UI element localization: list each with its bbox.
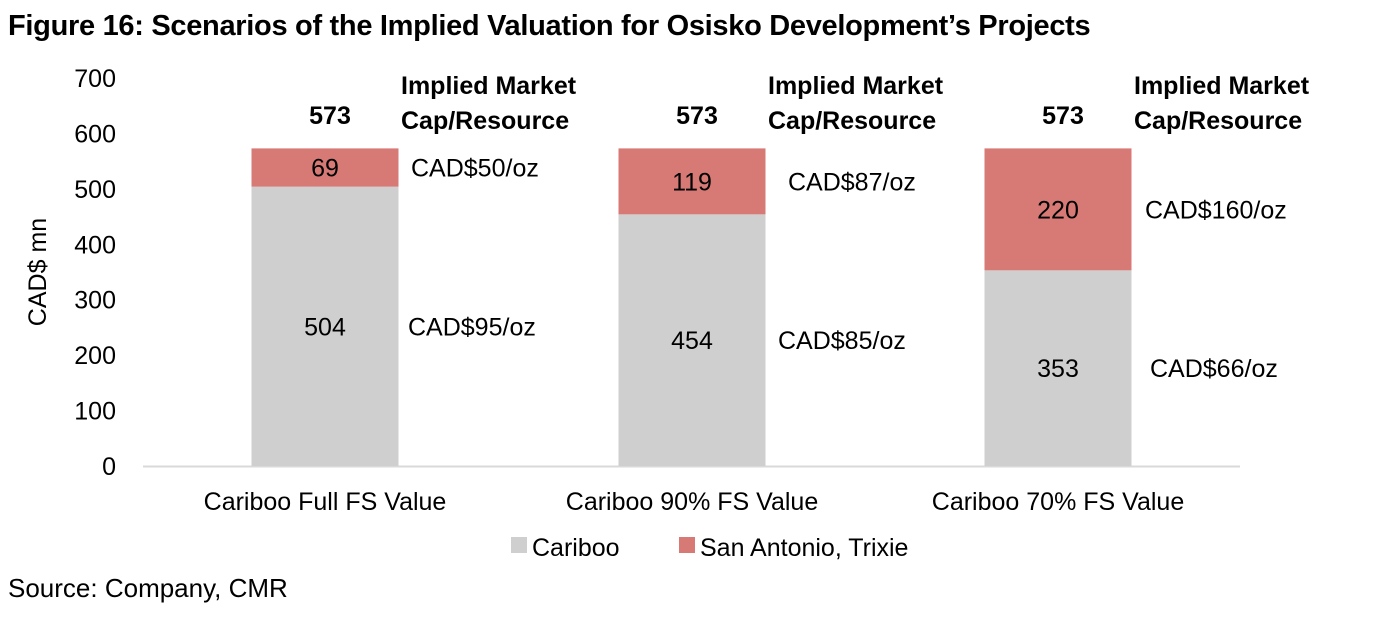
y-tick-label: 700 <box>74 65 116 93</box>
bar-segment-san-antonio-trixie <box>251 148 399 187</box>
data-label: 69 <box>311 155 339 183</box>
y-tick-label: 0 <box>102 453 116 481</box>
y-tick-label: 400 <box>74 231 116 259</box>
y-tick-label: 500 <box>74 176 116 204</box>
annotation-per-oz: CAD$160/oz <box>1145 196 1287 224</box>
legend-label: San Antonio, Trixie <box>700 534 908 562</box>
x-tick-label: Cariboo Full FS Value <box>204 488 447 516</box>
x-axis: Cariboo Full FS Value Cariboo 90% FS Valu… <box>204 488 1185 516</box>
x-tick-label: Cariboo 70% FS Value <box>932 488 1184 516</box>
legend-label: Cariboo <box>532 534 620 562</box>
annotation-per-oz: CAD$50/oz <box>411 155 539 183</box>
y-tick-label: 200 <box>74 342 116 370</box>
bar-segment-san-antonio-trixie <box>984 148 1132 271</box>
data-label: 220 <box>1037 196 1079 224</box>
bar-segment-san-antonio-trixie <box>618 148 766 215</box>
total-label: 573 <box>309 102 351 130</box>
x-tick-label: Cariboo 90% FS Value <box>566 488 818 516</box>
legend: Cariboo San Antonio, Trixie <box>511 534 908 562</box>
data-label: 353 <box>1037 355 1079 383</box>
bar-segment-cariboo <box>251 186 399 466</box>
y-axis-label: CAD$ mn <box>24 218 52 326</box>
total-label: 573 <box>676 102 718 130</box>
annotation-per-oz: CAD$87/oz <box>788 168 916 196</box>
data-label: 119 <box>672 168 712 196</box>
annotation-per-oz: CAD$66/oz <box>1150 355 1278 383</box>
y-axis: 0 100 200 300 400 500 600 700 <box>74 65 116 481</box>
implied-market-cap-header: Cap/Resource <box>401 107 569 135</box>
legend-swatch-san-antonio-trixie <box>679 537 695 553</box>
implied-market-cap-header: Implied Market <box>768 72 944 100</box>
implied-market-cap-header: Implied Market <box>1134 72 1310 100</box>
y-tick-label: 300 <box>74 287 116 315</box>
data-label: 504 <box>304 313 346 341</box>
total-label: 573 <box>1042 102 1084 130</box>
y-tick-label: 600 <box>74 120 116 148</box>
source-note: Source: Company, CMR <box>8 573 288 603</box>
y-tick-label: 100 <box>74 398 116 426</box>
bar-segment-cariboo <box>984 270 1132 466</box>
implied-market-cap-header: Cap/Resource <box>1134 107 1302 135</box>
bars: 504 CAD$95/oz 69 CAD$50/oz 573 Implied Market… <box>251 72 1310 466</box>
annotation-per-oz: CAD$95/oz <box>408 313 536 341</box>
implied-market-cap-header: Cap/Resource <box>768 107 936 135</box>
figure-title: Figure 16: Scenarios of the Implied Valu… <box>8 10 1091 42</box>
implied-market-cap-header: Implied Market <box>401 72 577 100</box>
bar-segment-cariboo <box>618 214 766 466</box>
data-label: 454 <box>671 327 713 355</box>
legend-swatch-cariboo <box>511 537 527 553</box>
annotation-per-oz: CAD$85/oz <box>778 327 906 355</box>
